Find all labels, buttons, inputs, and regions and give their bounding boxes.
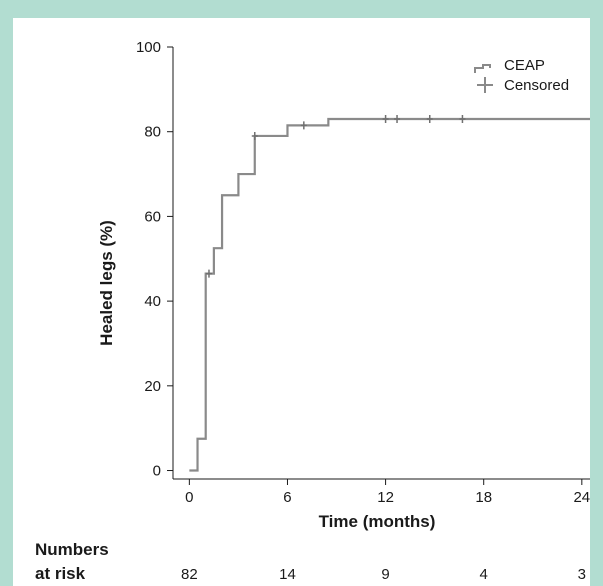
censored-mark [394,115,401,123]
x-tick-label: 0 [185,489,193,506]
plot-marks [189,115,590,472]
y-tick-label: 80 [144,124,161,141]
legend-step-symbol [474,64,491,73]
censored-mark [426,115,433,123]
y-tick-label: 0 [153,463,161,480]
censored-mark [300,121,307,130]
km-step-line [189,117,590,472]
risk-header-line1: Numbers [35,540,109,559]
legend: CEAP Censored [474,57,569,94]
km-chart: 0 20 40 60 80 100 0 6 12 18 24 Healed legs (%) Tim… [35,39,590,583]
x-axis-title: Time (months) [319,512,436,531]
y-tick-label: 60 [144,208,161,225]
axes: 0 20 40 60 80 100 0 6 12 18 24 [136,39,590,506]
censored-mark [205,269,212,278]
chart-panel: 0 20 40 60 80 100 0 6 12 18 24 Healed legs (%) Tim… [13,18,590,586]
censored-mark [382,115,389,123]
risk-value: 4 [480,566,488,583]
y-axis-title: Healed legs (%) [97,220,116,346]
risk-value: 9 [381,566,389,583]
x-tick-label: 6 [283,489,291,506]
y-tick-label: 100 [136,39,161,56]
legend-label-censored: Censored [504,77,569,94]
censored-mark [459,115,466,123]
x-tick-label: 12 [377,489,394,506]
legend-label-ceap: CEAP [504,57,545,74]
risk-value: 82 [181,566,198,583]
risk-value: 3 [578,566,586,583]
risk-header-line2: at risk [35,564,86,583]
risk-row: 82 14 9 4 3 [181,566,586,583]
x-tick-label: 18 [475,489,492,506]
x-tick-label: 24 [573,489,590,506]
y-tick-label: 40 [144,293,161,310]
censored-mark [251,131,258,140]
risk-value: 14 [279,566,296,583]
y-tick-label: 20 [144,378,161,395]
legend-plus-symbol [477,77,493,93]
